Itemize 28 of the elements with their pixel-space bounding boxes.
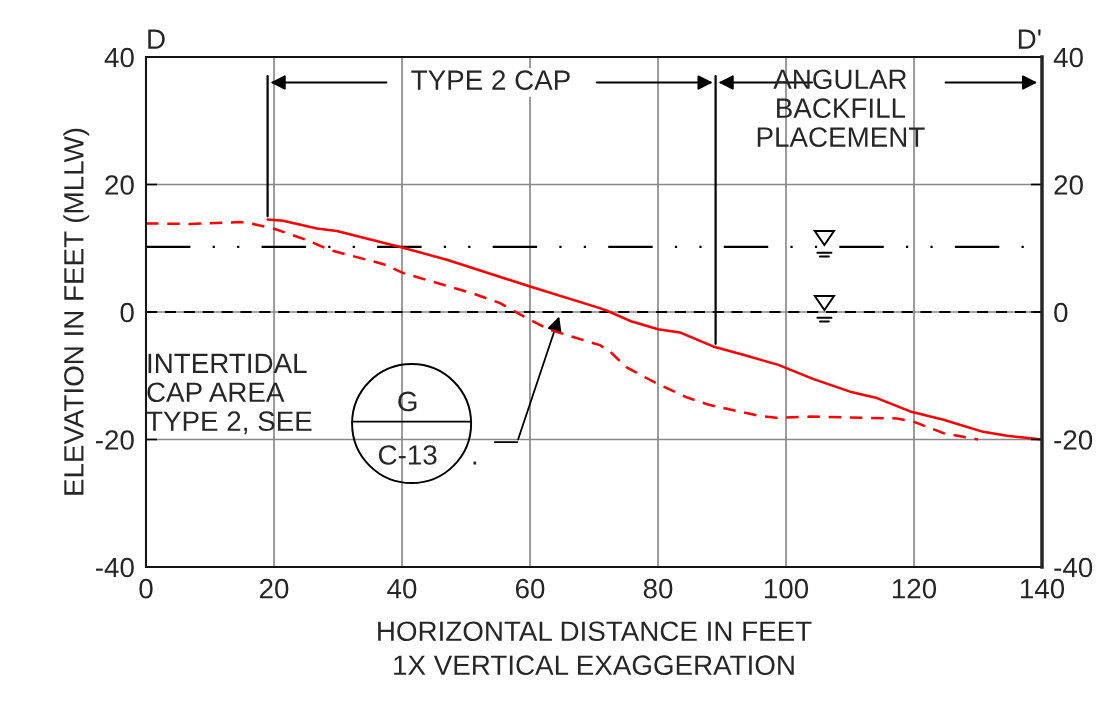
y-axis-title: ELEVATION IN FEET (MLLW): [63, 128, 90, 495]
y2-tick-label: 20: [1054, 175, 1083, 195]
x-tick-label: 140: [1020, 578, 1065, 599]
x-tick-label: 0: [139, 578, 153, 599]
y2-tick-label: 40: [1053, 47, 1083, 68]
annotation: C-13: [378, 445, 437, 465]
text: D: [148, 29, 165, 49]
y2-tick-label: 0: [1054, 302, 1068, 323]
y-tick-label: 0: [120, 302, 134, 323]
annotation: ANGULAR BACKFILL PLACEMENT: [757, 69, 925, 147]
x-tick-label: 60: [515, 578, 545, 599]
annotation: G: [398, 391, 417, 412]
y-tick-label: 40: [104, 47, 134, 68]
x-tick-label: 120: [892, 578, 937, 599]
x-tick-label: 40: [387, 578, 417, 599]
y-tick-label: 20: [105, 175, 134, 195]
y2-tick-label: -40: [1054, 557, 1093, 578]
x-tick-label: 80: [643, 578, 673, 599]
y-tick-label: -40: [95, 557, 134, 578]
line-series: [146, 220, 980, 441]
x-tick-label: 100: [764, 578, 809, 599]
y-tick-label: -20: [95, 430, 134, 450]
annotation: .: [473, 461, 477, 465]
annotation: TYPE 2 CAP: [411, 70, 570, 90]
text: D': [1018, 29, 1041, 49]
x-tick-label: 20: [259, 578, 289, 599]
x-axis-title: HORIZONTAL DISTANCE IN FEET 1X VERTICAL EXAGGERATION: [378, 621, 812, 676]
y2-tick-label: -20: [1054, 430, 1093, 450]
